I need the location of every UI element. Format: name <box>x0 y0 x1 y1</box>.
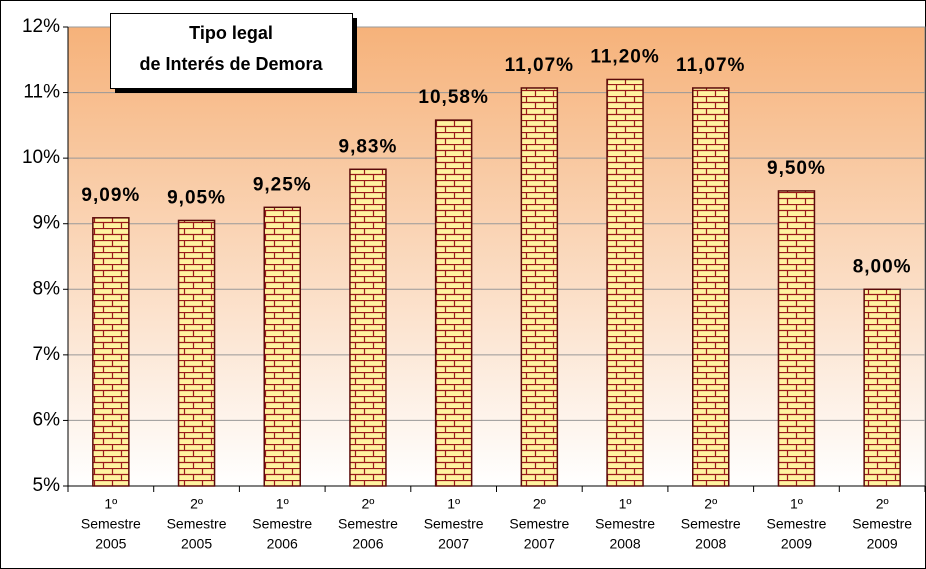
value-label: 8,00% <box>853 256 912 277</box>
x-tick-label: 2º <box>190 496 203 512</box>
x-tick-label: 2008 <box>609 536 640 552</box>
x-tick-label: 1º <box>276 496 289 512</box>
x-tick-label: Semestre <box>167 516 227 532</box>
bar <box>863 288 901 487</box>
y-tick-label: 10% <box>22 147 60 168</box>
x-tick-label: 2009 <box>781 536 812 552</box>
bar <box>263 206 301 487</box>
y-tick-label: 11% <box>23 82 60 103</box>
value-label: 9,83% <box>339 136 398 157</box>
bar <box>520 87 559 487</box>
y-tick-label: 12% <box>22 16 60 37</box>
x-tick-label: 1º <box>104 496 117 512</box>
value-label: 9,09% <box>81 185 140 206</box>
bar <box>777 190 816 487</box>
x-tick-label: Semestre <box>509 516 569 532</box>
x-tick-label: Semestre <box>81 516 141 532</box>
x-tick-label: Semestre <box>595 516 655 532</box>
x-tick-label: 2º <box>533 496 546 512</box>
x-tick-label: Semestre <box>766 516 826 532</box>
value-label: 10,58% <box>418 87 488 108</box>
x-tick-label: 1º <box>619 496 632 512</box>
x-tick-label: 2007 <box>438 536 469 552</box>
x-tick-label: 2006 <box>267 536 298 552</box>
y-tick-label: 7% <box>33 344 61 365</box>
y-tick-label: 6% <box>33 409 61 430</box>
bar <box>434 119 473 487</box>
bar <box>692 87 730 487</box>
bar <box>92 217 130 487</box>
y-tick-label: 9% <box>33 213 61 234</box>
x-tick-label: 2009 <box>867 536 898 552</box>
x-tick-label: 2º <box>361 496 374 512</box>
x-tick-label: 2º <box>876 496 889 512</box>
title-box <box>110 13 353 89</box>
x-tick-label: Semestre <box>252 516 312 532</box>
x-tick-label: 2005 <box>181 536 212 552</box>
value-label: 11,20% <box>590 46 659 67</box>
value-label: 9,50% <box>767 158 826 179</box>
value-label: 9,25% <box>253 174 312 195</box>
x-tick-label: 1º <box>790 496 803 512</box>
chart-title: Tipo legal <box>189 23 273 43</box>
x-tick-label: Semestre <box>681 516 741 532</box>
y-tick-label: 5% <box>33 475 61 496</box>
bar <box>349 168 387 487</box>
x-tick-label: Semestre <box>338 516 398 532</box>
x-tick-label: 2008 <box>695 536 726 552</box>
x-tick-label: 2º <box>704 496 717 512</box>
x-tick-label: Semestre <box>424 516 484 532</box>
bar <box>177 219 216 487</box>
x-tick-label: 2006 <box>352 536 383 552</box>
y-tick-label: 8% <box>33 278 61 299</box>
x-tick-label: 1º <box>447 496 460 512</box>
value-label: 9,05% <box>167 187 226 208</box>
x-tick-label: Semestre <box>852 516 912 532</box>
bar <box>606 78 644 487</box>
value-label: 11,07% <box>676 55 745 76</box>
value-label: 11,07% <box>505 55 574 76</box>
chart-title: de Interés de Demora <box>139 54 323 74</box>
x-tick-label: 2005 <box>95 536 126 552</box>
x-tick-label: 2007 <box>524 536 555 552</box>
